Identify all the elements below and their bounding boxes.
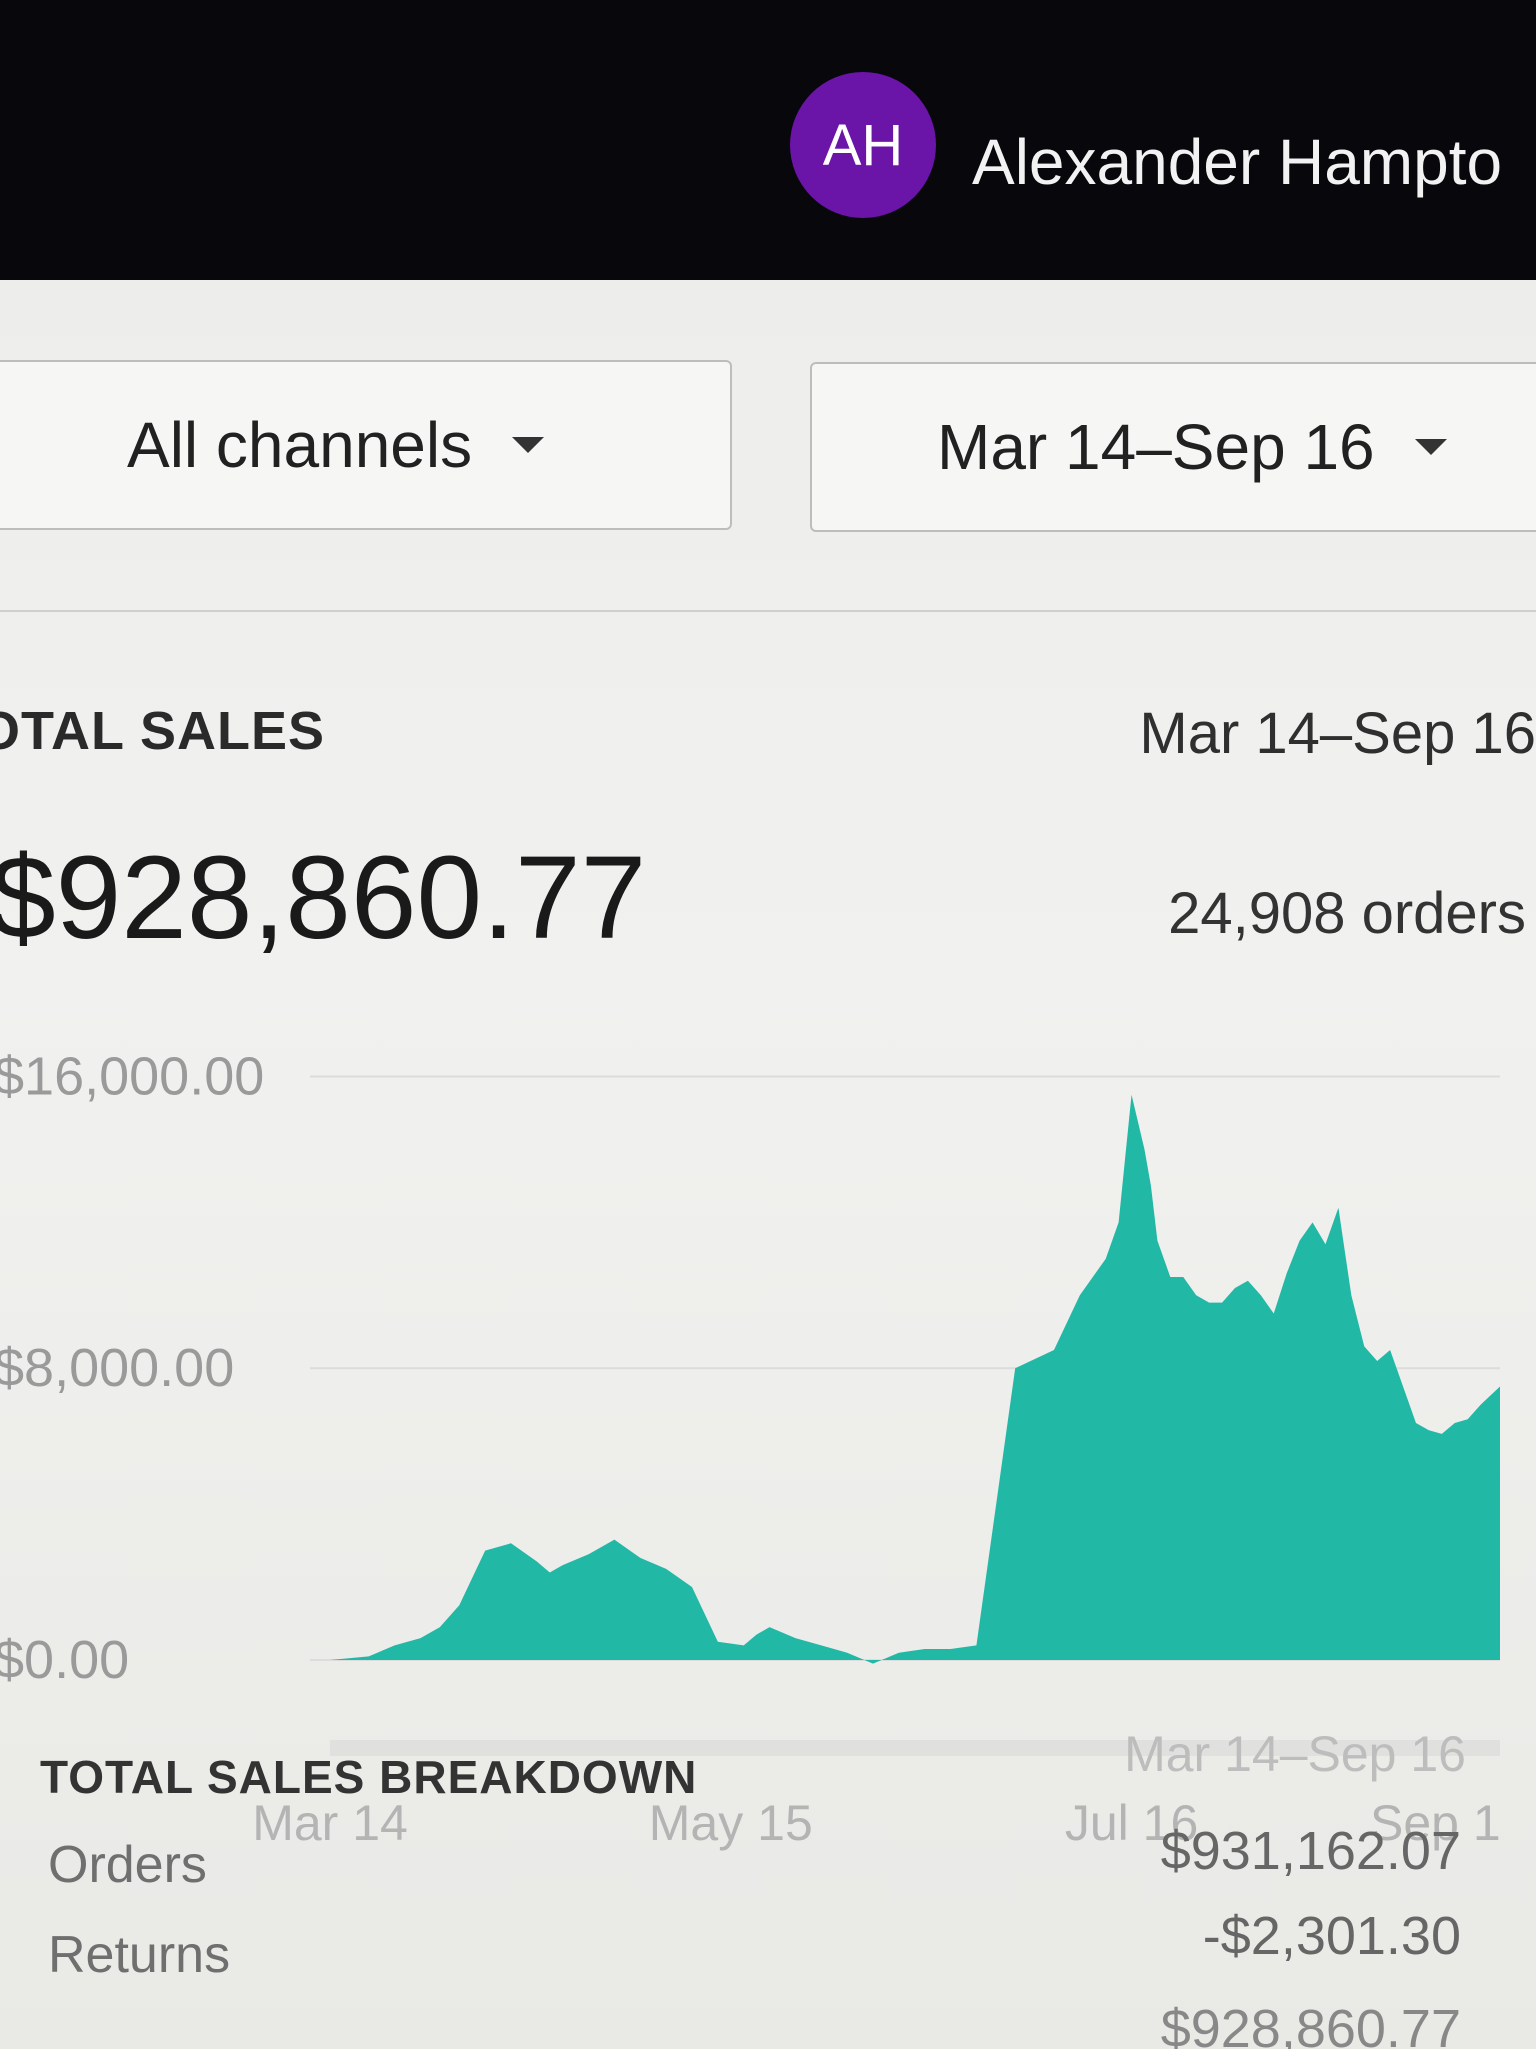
avatar[interactable]: AH [790, 72, 936, 218]
x-tick-label: May 15 [649, 1795, 813, 1851]
avatar-initials: AH [822, 112, 904, 178]
y-tick-label: $0.00 [0, 1630, 129, 1690]
x-tick-label: Jul 16 [1065, 1795, 1198, 1851]
breakdown-orders-label: Orders [48, 1836, 207, 1894]
breakdown-net-value: $928,860.77 [1160, 1999, 1461, 2049]
range-slider-track[interactable] [330, 1740, 1500, 1756]
report-content: All channels Mar 14–Sep 16 OTAL SALES Ma… [0, 280, 1536, 2049]
section-divider [0, 610, 1536, 612]
breakdown-date-range: Mar 14–Sep 16 [1124, 1726, 1466, 1782]
breakdown-returns-label: Returns [48, 1926, 231, 1984]
sales-area-series[interactable] [330, 1094, 1500, 1664]
breakdown-returns-value: -$2,301.30 [1202, 1906, 1461, 1966]
x-tick-label: Mar 14 [252, 1795, 408, 1851]
y-tick-label: $16,000.00 [0, 1046, 264, 1106]
user-name[interactable]: Alexander Hampto [972, 126, 1503, 198]
channel-dropdown[interactable]: All channels [0, 360, 732, 530]
total-sales-title: OTAL SALES [0, 701, 326, 761]
sales-chart: $16,000.00 $8,000.00 $0.00 Mar 14 May 15 Jul … [0, 1046, 1501, 1851]
breakdown-orders-value: $931,162.07 [1160, 1821, 1461, 1881]
y-tick-label: $8,000.00 [0, 1338, 234, 1398]
breakdown-title: TOTAL SALES BREAKDOWN [40, 1751, 698, 1803]
top-bar: AH Alexander Hampto [0, 0, 1536, 280]
total-sales-amount: $928,860.77 [0, 832, 647, 964]
chevron-down-icon [1414, 439, 1447, 455]
total-sales-date-range: Mar 14–Sep 16 [1139, 701, 1536, 766]
channel-dropdown-label: All channels [127, 409, 473, 481]
orders-count: 24,908 orders [1168, 881, 1526, 946]
x-tick-label: Sep 1 [1370, 1795, 1501, 1851]
chevron-down-icon [512, 437, 545, 453]
date-range-dropdown-label: Mar 14–Sep 16 [937, 411, 1375, 483]
date-range-dropdown[interactable]: Mar 14–Sep 16 [810, 362, 1536, 532]
